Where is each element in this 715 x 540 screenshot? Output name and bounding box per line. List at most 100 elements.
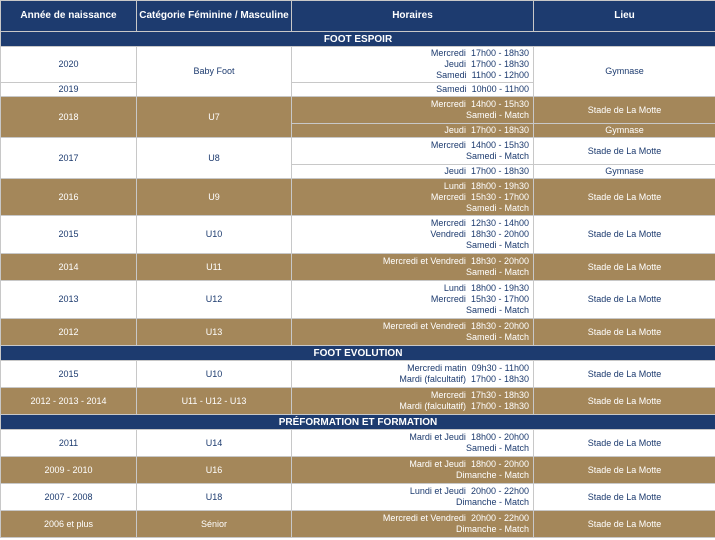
time: 10h00 - 11h00	[471, 84, 529, 94]
day: Mardi et Jeudi	[409, 432, 466, 442]
schedule-cell: Lundi 18h00 - 19h30 Mercredi 15h30 - 17h00…	[291, 280, 534, 319]
schedule-cell: Jeudi 17h00 - 18h30	[291, 123, 534, 138]
category-cell: U10	[136, 215, 292, 254]
category-cell: U9	[136, 178, 292, 216]
year-cell: 2006 et plus	[0, 510, 137, 538]
category-cell: U10	[136, 360, 292, 388]
year-cell: 2009 - 2010	[0, 456, 137, 484]
table-row: Jeudi 17h00 - 18h30 Gymnase	[1, 164, 715, 179]
schedule-cell: Lundi 18h00 - 19h30 Mercredi 15h30 - 17h00…	[291, 178, 534, 216]
day: Mercredi et Vendredi	[382, 321, 466, 331]
table-row: 2009 - 2010 U16 Mardi et Jeudi 18h00 - 20…	[0, 456, 715, 484]
place-cell: Stade de La Motte	[533, 215, 715, 254]
place-cell: Stade de La Motte	[533, 387, 715, 415]
place-cell: Stade de La Motte	[533, 510, 715, 538]
place-cell: Stade de La Motte	[533, 456, 715, 484]
day: Mardi (falcultatif)	[399, 374, 466, 384]
schedule-cell: Mercredi 14h00 - 15h30 Samedi - Match	[291, 96, 534, 124]
header-category: Catégorie Féminine / Masculine	[136, 0, 292, 32]
table-row: 2017 U8 Mercredi 14h00 - 15h30 Samedi - M…	[0, 137, 715, 179]
time: 14h00 - 15h30	[470, 99, 529, 109]
time: 12h30 - 14h00	[470, 218, 529, 228]
day: Lundi	[443, 180, 466, 191]
category-cell: U16	[136, 456, 292, 484]
year-cell: 2018	[0, 96, 137, 138]
day: Mercredi et Vendredi	[382, 513, 466, 523]
schedule-cell: Samedi 10h00 - 11h00	[291, 82, 534, 97]
day: Samedi	[436, 84, 467, 94]
time: 18h30 - 20h00	[470, 256, 529, 266]
place-cell: Gymnase	[533, 46, 715, 97]
day: Mardi (falcultatif)	[399, 401, 466, 411]
day: Samedi	[436, 70, 467, 80]
schedule-cell: Lundi et Jeudi 20h00 - 22h00 Dimanche - M…	[291, 483, 534, 511]
day: Jeudi	[444, 166, 466, 176]
place-cell: Stade de La Motte	[533, 318, 715, 346]
time: 17h00 - 18h30	[470, 374, 529, 384]
match-note: Samedi - Match	[465, 110, 529, 120]
schedule-cell: Mercredi et Vendredi 18h30 - 20h00 Samedi…	[291, 318, 534, 346]
table-row: 2006 et plus Sénior Mercredi et Vendredi…	[0, 510, 715, 538]
match-note: Samedi - Match	[465, 240, 529, 250]
section-foot-espoir: FOOT ESPOIR	[0, 31, 715, 47]
place-cell: Stade de La Motte	[533, 253, 715, 281]
year-cell: 2019	[0, 82, 137, 97]
time: 17h00 - 18h30	[470, 166, 529, 176]
year-cell: 2014	[0, 253, 137, 281]
table-row: 2019 Samedi 10h00 - 11h00	[0, 82, 715, 97]
category-cell: U7	[136, 96, 292, 138]
match-note: Samedi - Match	[465, 443, 529, 453]
day: Mercredi	[430, 191, 466, 202]
place-cell: Stade de La Motte	[533, 178, 715, 216]
schedule-cell: Mercredi 17h30 - 18h30 Mardi (falcultatif…	[291, 387, 534, 415]
year-cell: 2013	[0, 280, 137, 319]
year-cell: 2012	[0, 318, 137, 346]
category-cell: U18	[136, 483, 292, 511]
day: Jeudi	[444, 125, 466, 135]
table-row: 2018 U7 Mercredi 14h00 - 15h30 Samedi - M…	[0, 96, 715, 138]
day: Mercredi	[430, 99, 466, 109]
day: Mercredi	[430, 218, 466, 228]
match-note: Samedi - Match	[465, 202, 529, 213]
table-row: 2012 - 2013 - 2014 U11 - U12 - U13 Mercr…	[0, 387, 715, 415]
time: 18h00 - 20h00	[470, 459, 529, 469]
match-note: Samedi - Match	[465, 267, 529, 277]
schedule-cell: Mercredi 14h00 - 15h30 Samedi - Match	[291, 137, 534, 165]
match-note: Dimanche - Match	[455, 497, 529, 507]
day: Jeudi	[444, 59, 466, 69]
time: 17h00 - 18h30	[470, 401, 529, 411]
year-cell: 2011	[0, 429, 137, 457]
time: 18h00 - 19h30	[470, 180, 529, 191]
year-cell: 2017	[0, 137, 137, 179]
time: 17h00 - 18h30	[470, 48, 529, 58]
match-note: Samedi - Match	[465, 151, 529, 161]
day: Mercredi	[430, 140, 466, 150]
place-cell: Stade de La Motte	[533, 360, 715, 388]
day: Lundi et Jeudi	[409, 486, 466, 496]
time: 18h30 - 20h00	[470, 229, 529, 239]
day: Mercredi et Vendredi	[382, 256, 466, 266]
day: Mercredi	[430, 294, 466, 304]
year-cell: 2012 - 2013 - 2014	[0, 387, 137, 415]
year-cell: 2015	[0, 215, 137, 254]
match-note: Dimanche - Match	[455, 470, 529, 480]
table-row: 2012 U13 Mercredi et Vendredi 18h30 - 20h…	[0, 318, 715, 346]
day: Vendredi	[430, 229, 466, 239]
schedule-cell: Mardi et Jeudi 18h00 - 20h00 Samedi - Mat…	[291, 429, 534, 457]
day: Mercredi	[430, 390, 466, 400]
time: 11h00 - 12h00	[471, 70, 529, 80]
schedule-cell: Mardi et Jeudi 18h00 - 20h00 Dimanche - M…	[291, 456, 534, 484]
header-row: Année de naissance Catégorie Féminine / …	[0, 0, 715, 32]
category-cell: U13	[136, 318, 292, 346]
time: 09h30 - 11h00	[471, 363, 529, 373]
table-row: 2007 - 2008 U18 Lundi et Jeudi 20h00 - 22…	[0, 483, 715, 511]
place-cell: Stade de La Motte	[533, 96, 715, 124]
category-cell: U11 - U12 - U13	[136, 387, 292, 415]
schedule-cell: Mercredi et Vendredi 18h30 - 20h00 Samedi…	[291, 253, 534, 281]
table-row: 2015 U10 Mercredi matin 09h30 - 11h00 Mar…	[0, 360, 715, 388]
place-cell: Stade de La Motte	[533, 137, 715, 165]
time: 20h00 - 22h00	[470, 513, 529, 523]
day: Lundi	[443, 283, 466, 293]
category-cell: U11	[136, 253, 292, 281]
